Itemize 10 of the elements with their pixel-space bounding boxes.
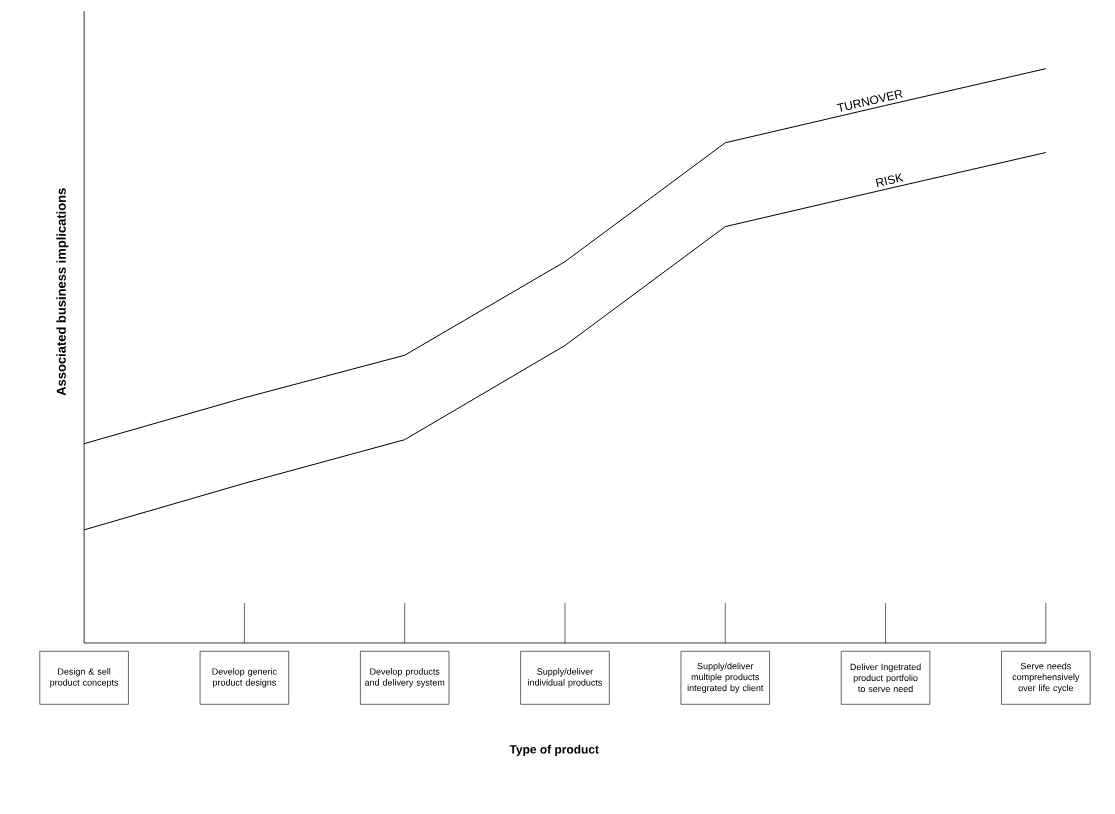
- x-tick-label: Supply/deliver individual products: [528, 668, 603, 688]
- y-axis-title: Associated business implications: [56, 188, 69, 396]
- x-tick-label: Design & sell product concepts: [50, 668, 119, 688]
- x-axis-title: Type of product: [509, 744, 599, 756]
- x-tick-label: Develop generic product designs: [212, 668, 277, 688]
- x-tick-label: Develop products and delivery system: [364, 668, 445, 688]
- x-tick-label: Deliver Ingetrated product portfolio to serve need: [850, 663, 921, 693]
- text: RISK: [875, 173, 904, 188]
- x-tick-label: Serve needs comprehensively over life cycle: [1012, 662, 1080, 693]
- x-tick-label: Supply/deliver multiple products integrated by client: [687, 662, 764, 693]
